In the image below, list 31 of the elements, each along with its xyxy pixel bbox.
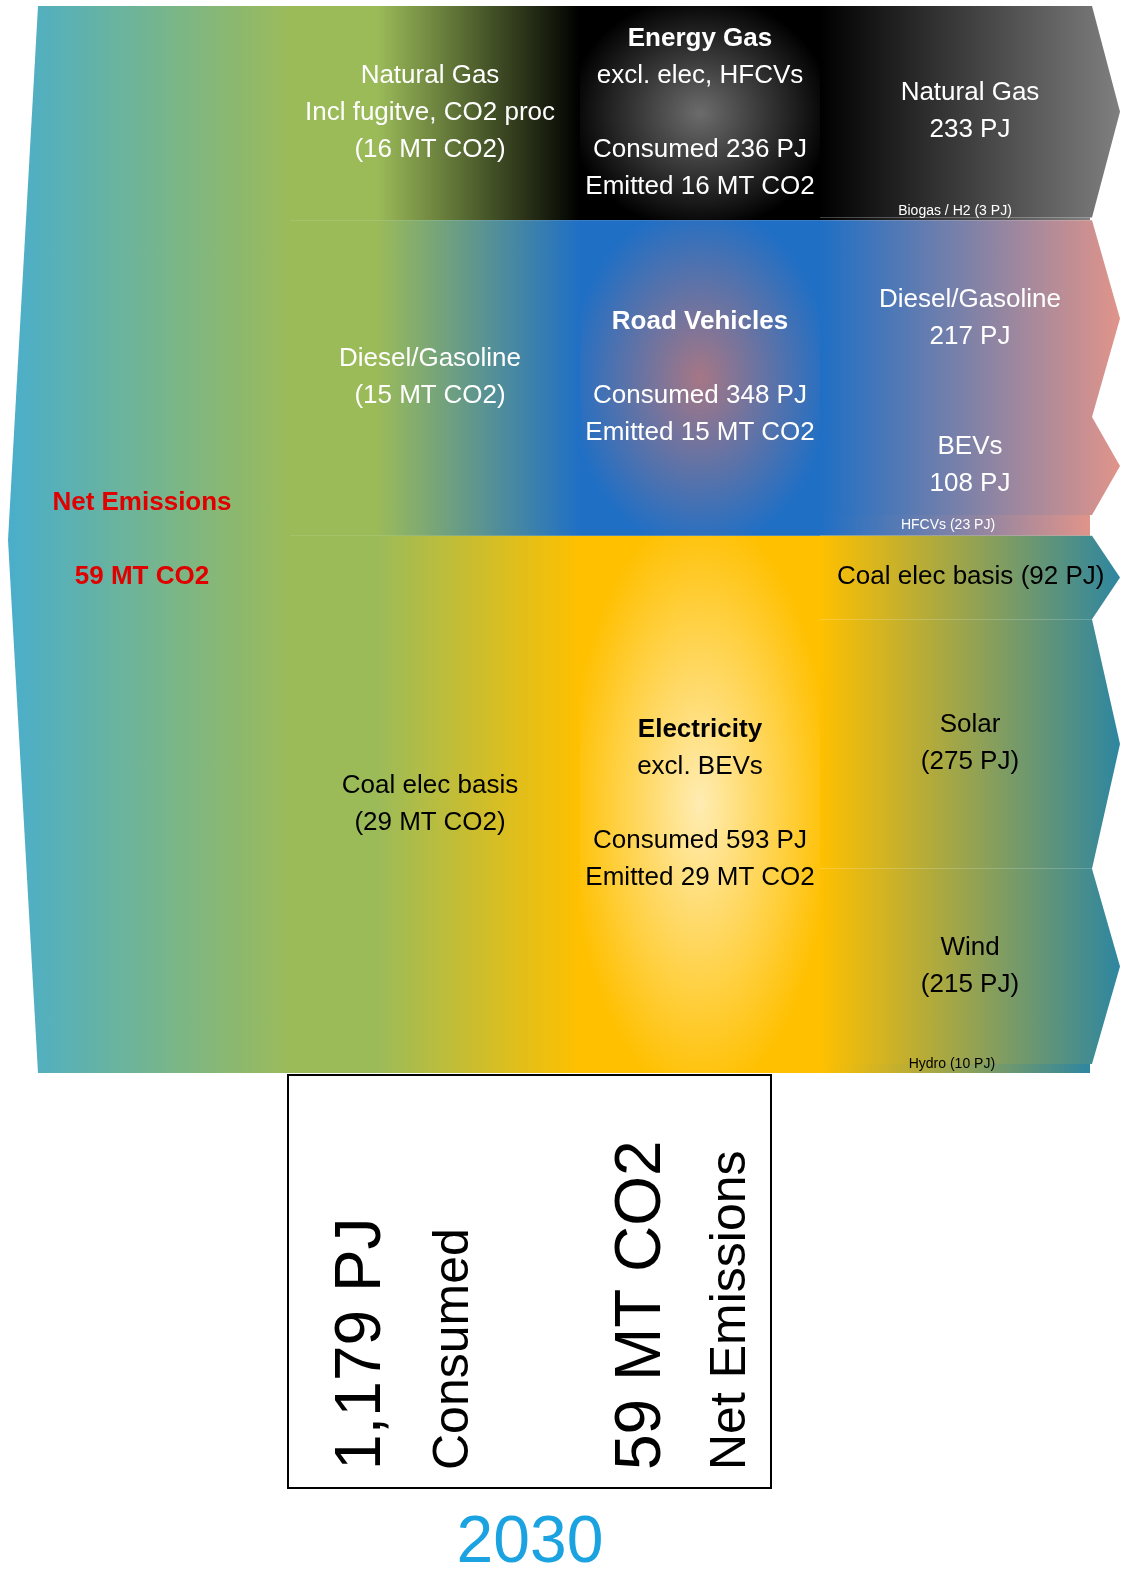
text: excl. BEVs Consumed 593 PJ Emitted 29 MT CO2 [585, 750, 815, 892]
category-label: Coal elec basis [837, 560, 1014, 591]
category-label: Natural Gas [900, 76, 1040, 107]
text: 2030 [456, 1502, 604, 1576]
series-label: Energy Gas [627, 21, 773, 52]
data-label: (215 PJ) [920, 967, 1020, 998]
series-label: Road Vehicles [611, 305, 789, 336]
text: 59 MT CO2 Net Emissions [602, 1140, 756, 1470]
category-label: BEVs [937, 430, 1003, 461]
text: excl. elec, HFCVs Consumed 236 PJ Emitted 16 MT CO2 [585, 58, 815, 200]
category-label: HFCVs [900, 516, 947, 533]
text: Coal elec basis (29 MT CO2) [341, 768, 519, 836]
data-label: 108 PJ [929, 467, 1011, 498]
category-label: Biogas / H2 [898, 201, 971, 218]
text: 1,179 PJ Consumed [322, 1217, 479, 1470]
data-label: 217 PJ [929, 319, 1011, 350]
text: Diesel/Gasoline (15 MT CO2) [338, 342, 522, 410]
category-label: Hydro [908, 1054, 947, 1071]
category-label: Solar [939, 708, 1001, 739]
category-label: Wind [940, 930, 1000, 961]
data-label: (92 PJ) [1020, 560, 1105, 591]
data-label: (23 PJ) [949, 516, 996, 533]
data-label: (275 PJ) [920, 745, 1020, 776]
data-label: (3 PJ) [974, 201, 1012, 218]
category-label: Diesel/Gasoline [878, 282, 1062, 313]
text: Electricity [637, 713, 763, 744]
text: Net Emissions 59 MT CO2 [52, 485, 232, 590]
text: Natural Gas Incl fugitve, CO2 proc (16 MT CO2) [305, 58, 555, 163]
text: Consumed 348 PJ Emitted 15 MT CO2 [585, 379, 815, 447]
data-label: (10 PJ) [949, 1054, 996, 1071]
data-label: 233 PJ [929, 113, 1011, 144]
